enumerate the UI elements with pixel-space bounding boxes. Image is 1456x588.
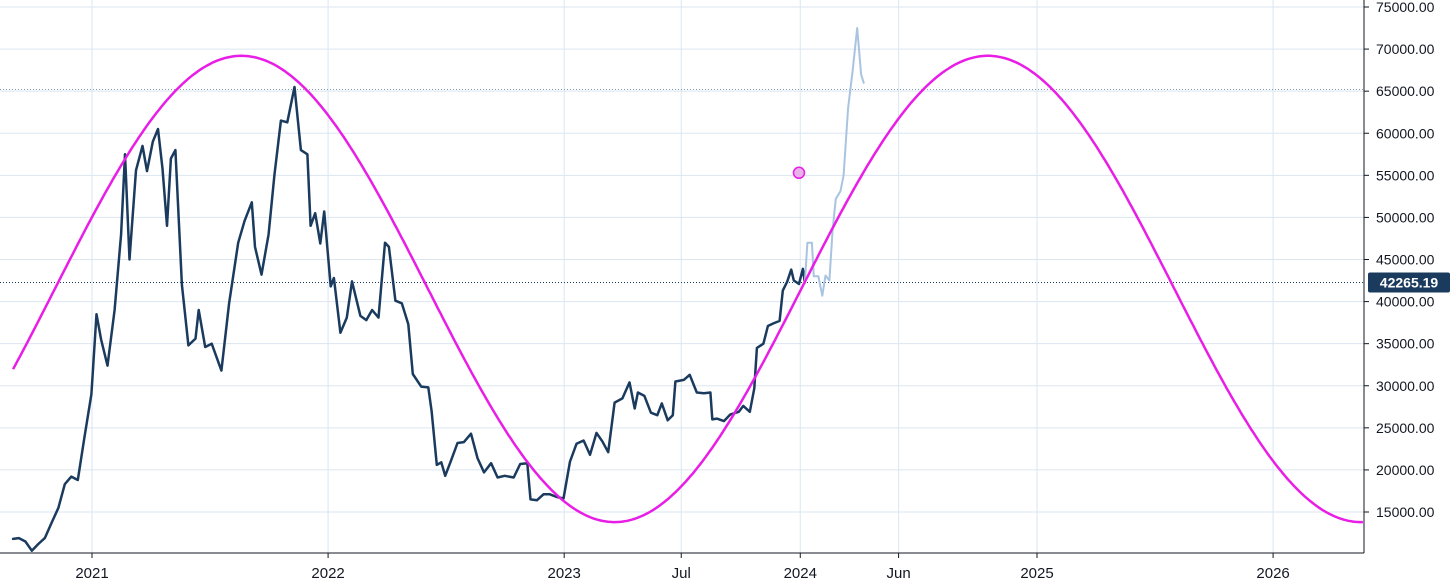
y-tick-label: 30000.00	[1376, 378, 1435, 394]
cycle-curve-layer	[11, 54, 1363, 524]
current-price-badge	[1368, 272, 1450, 293]
reference-lines	[0, 88, 1364, 284]
y-tick-label: 75000.00	[1376, 0, 1435, 15]
cycle-curve	[11, 54, 1363, 524]
x-tick-label: 2021	[75, 565, 108, 582]
x-tick-label: Jul	[672, 565, 691, 582]
x-tick-label: 2023	[547, 565, 580, 582]
y-tick-label: 45000.00	[1376, 252, 1435, 268]
x-tick-label: 2024	[784, 565, 817, 582]
x-tick-label: 2025	[1020, 565, 1053, 582]
price-line	[11, 85, 807, 552]
current-price-badge-layer: 42265.19	[1368, 272, 1450, 293]
y-tick-label: 40000.00	[1376, 294, 1435, 310]
y-tick-label: 25000.00	[1376, 420, 1435, 436]
y-tick-label: 60000.00	[1376, 125, 1435, 141]
y-tick-label: 35000.00	[1376, 336, 1435, 352]
cycle-marker[interactable]	[792, 166, 806, 180]
y-tick-label: 50000.00	[1376, 209, 1435, 225]
y-tick-label: 15000.00	[1376, 504, 1435, 520]
current-price-label: 42265.19	[1380, 275, 1439, 291]
axes: 15000.00 20000.00 25000.00 30000.00 35000.00…	[0, 0, 1435, 582]
y-tick-label: 65000.00	[1376, 83, 1435, 99]
y-tick-label: 55000.00	[1376, 167, 1435, 183]
x-tick-label: 2022	[311, 565, 344, 582]
y-tick-label: 20000.00	[1376, 462, 1435, 478]
x-tick-label: 2026	[1256, 565, 1289, 582]
x-tick-label: Jun	[886, 565, 910, 582]
y-tick-label: 70000.00	[1376, 41, 1435, 57]
